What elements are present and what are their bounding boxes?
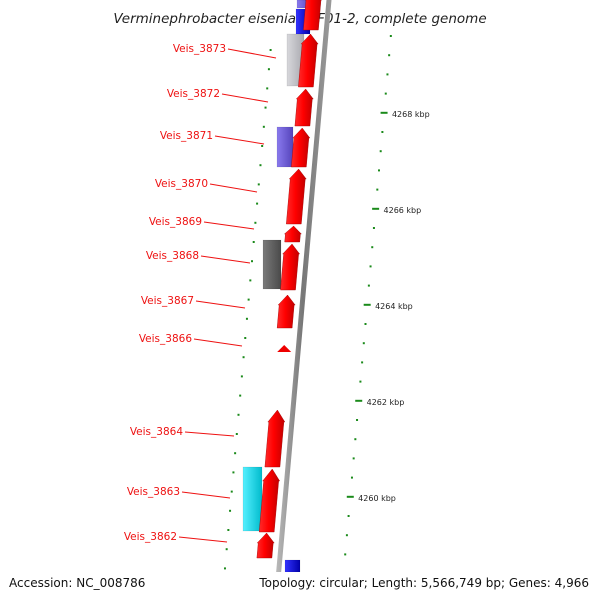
forward-gene-arrow bbox=[291, 127, 311, 168]
reverse-strand-features bbox=[242, 0, 312, 573]
gene-leader-line bbox=[203, 221, 255, 230]
scale-label: 4268 kbp bbox=[392, 110, 430, 119]
forward-gene-arrow bbox=[264, 409, 286, 468]
gene-label: Veis_3871 bbox=[160, 130, 213, 142]
scale-label: 4260 kbp bbox=[358, 494, 396, 503]
scale-label: 4264 kbp bbox=[375, 302, 413, 311]
gene-leader-line bbox=[214, 135, 265, 145]
forward-strand-genes bbox=[255, 0, 323, 600]
forward-gene-arrow bbox=[294, 88, 314, 127]
forward-gene-arrow bbox=[298, 33, 319, 88]
accession-text: Accession: NC_008786 bbox=[9, 576, 145, 590]
gene-label: Veis_3868 bbox=[146, 250, 199, 262]
forward-gene-arrow bbox=[258, 468, 281, 533]
gene-label: Veis_3869 bbox=[149, 216, 202, 228]
backbone-line bbox=[273, 0, 332, 600]
gene-leader-line bbox=[209, 183, 258, 193]
gene-leader-line bbox=[200, 255, 251, 264]
gene-leader-line bbox=[184, 431, 235, 437]
gene-label: Veis_3862 bbox=[124, 531, 177, 543]
forward-gene-arrow bbox=[286, 168, 307, 225]
gene-label: Veis_3864 bbox=[130, 426, 184, 438]
gene-leader-line bbox=[178, 536, 228, 543]
gene-label: Veis_3870 bbox=[155, 178, 208, 190]
forward-gene-arrow bbox=[303, 0, 323, 31]
forward-gene-arrow bbox=[283, 225, 302, 243]
gene-label: Veis_3863 bbox=[127, 486, 180, 498]
gene-label: Veis_3867 bbox=[141, 295, 194, 307]
small-gene-marker bbox=[277, 345, 292, 352]
gene-label: Veis_3873 bbox=[173, 43, 226, 55]
blue-feature bbox=[284, 559, 301, 573]
gene-labels: Veis_3873 Veis_3872 Veis_3871 Veis_3870 Veis… bbox=[124, 43, 277, 543]
cyan-feature bbox=[242, 466, 263, 532]
footer-background bbox=[0, 572, 600, 600]
scale-label: 4266 kbp bbox=[384, 206, 422, 215]
gene-leader-line bbox=[227, 48, 277, 59]
gene-label: Veis_3872 bbox=[167, 88, 220, 100]
gene-label: Veis_3866 bbox=[139, 333, 193, 345]
gene-leader-line bbox=[195, 300, 246, 309]
gene-leader-line bbox=[193, 338, 243, 347]
scale-label: 4262 kbp bbox=[367, 398, 405, 407]
topology-text: Topology: circular; Length: 5,566,749 bp… bbox=[258, 576, 589, 590]
dark-gray-feature bbox=[262, 239, 282, 290]
purple-feature bbox=[276, 126, 294, 168]
gene-leader-line bbox=[181, 491, 231, 499]
gene-leader-line bbox=[221, 93, 269, 103]
forward-gene-arrow bbox=[256, 532, 275, 559]
forward-gene-arrow bbox=[276, 294, 296, 329]
forward-gene-arrow bbox=[280, 243, 301, 291]
genome-backbone bbox=[273, 0, 332, 600]
scale-labels: 4268 kbp 4266 kbp 4264 kbp 4262 kbp 4260 kbp bbox=[358, 110, 429, 503]
